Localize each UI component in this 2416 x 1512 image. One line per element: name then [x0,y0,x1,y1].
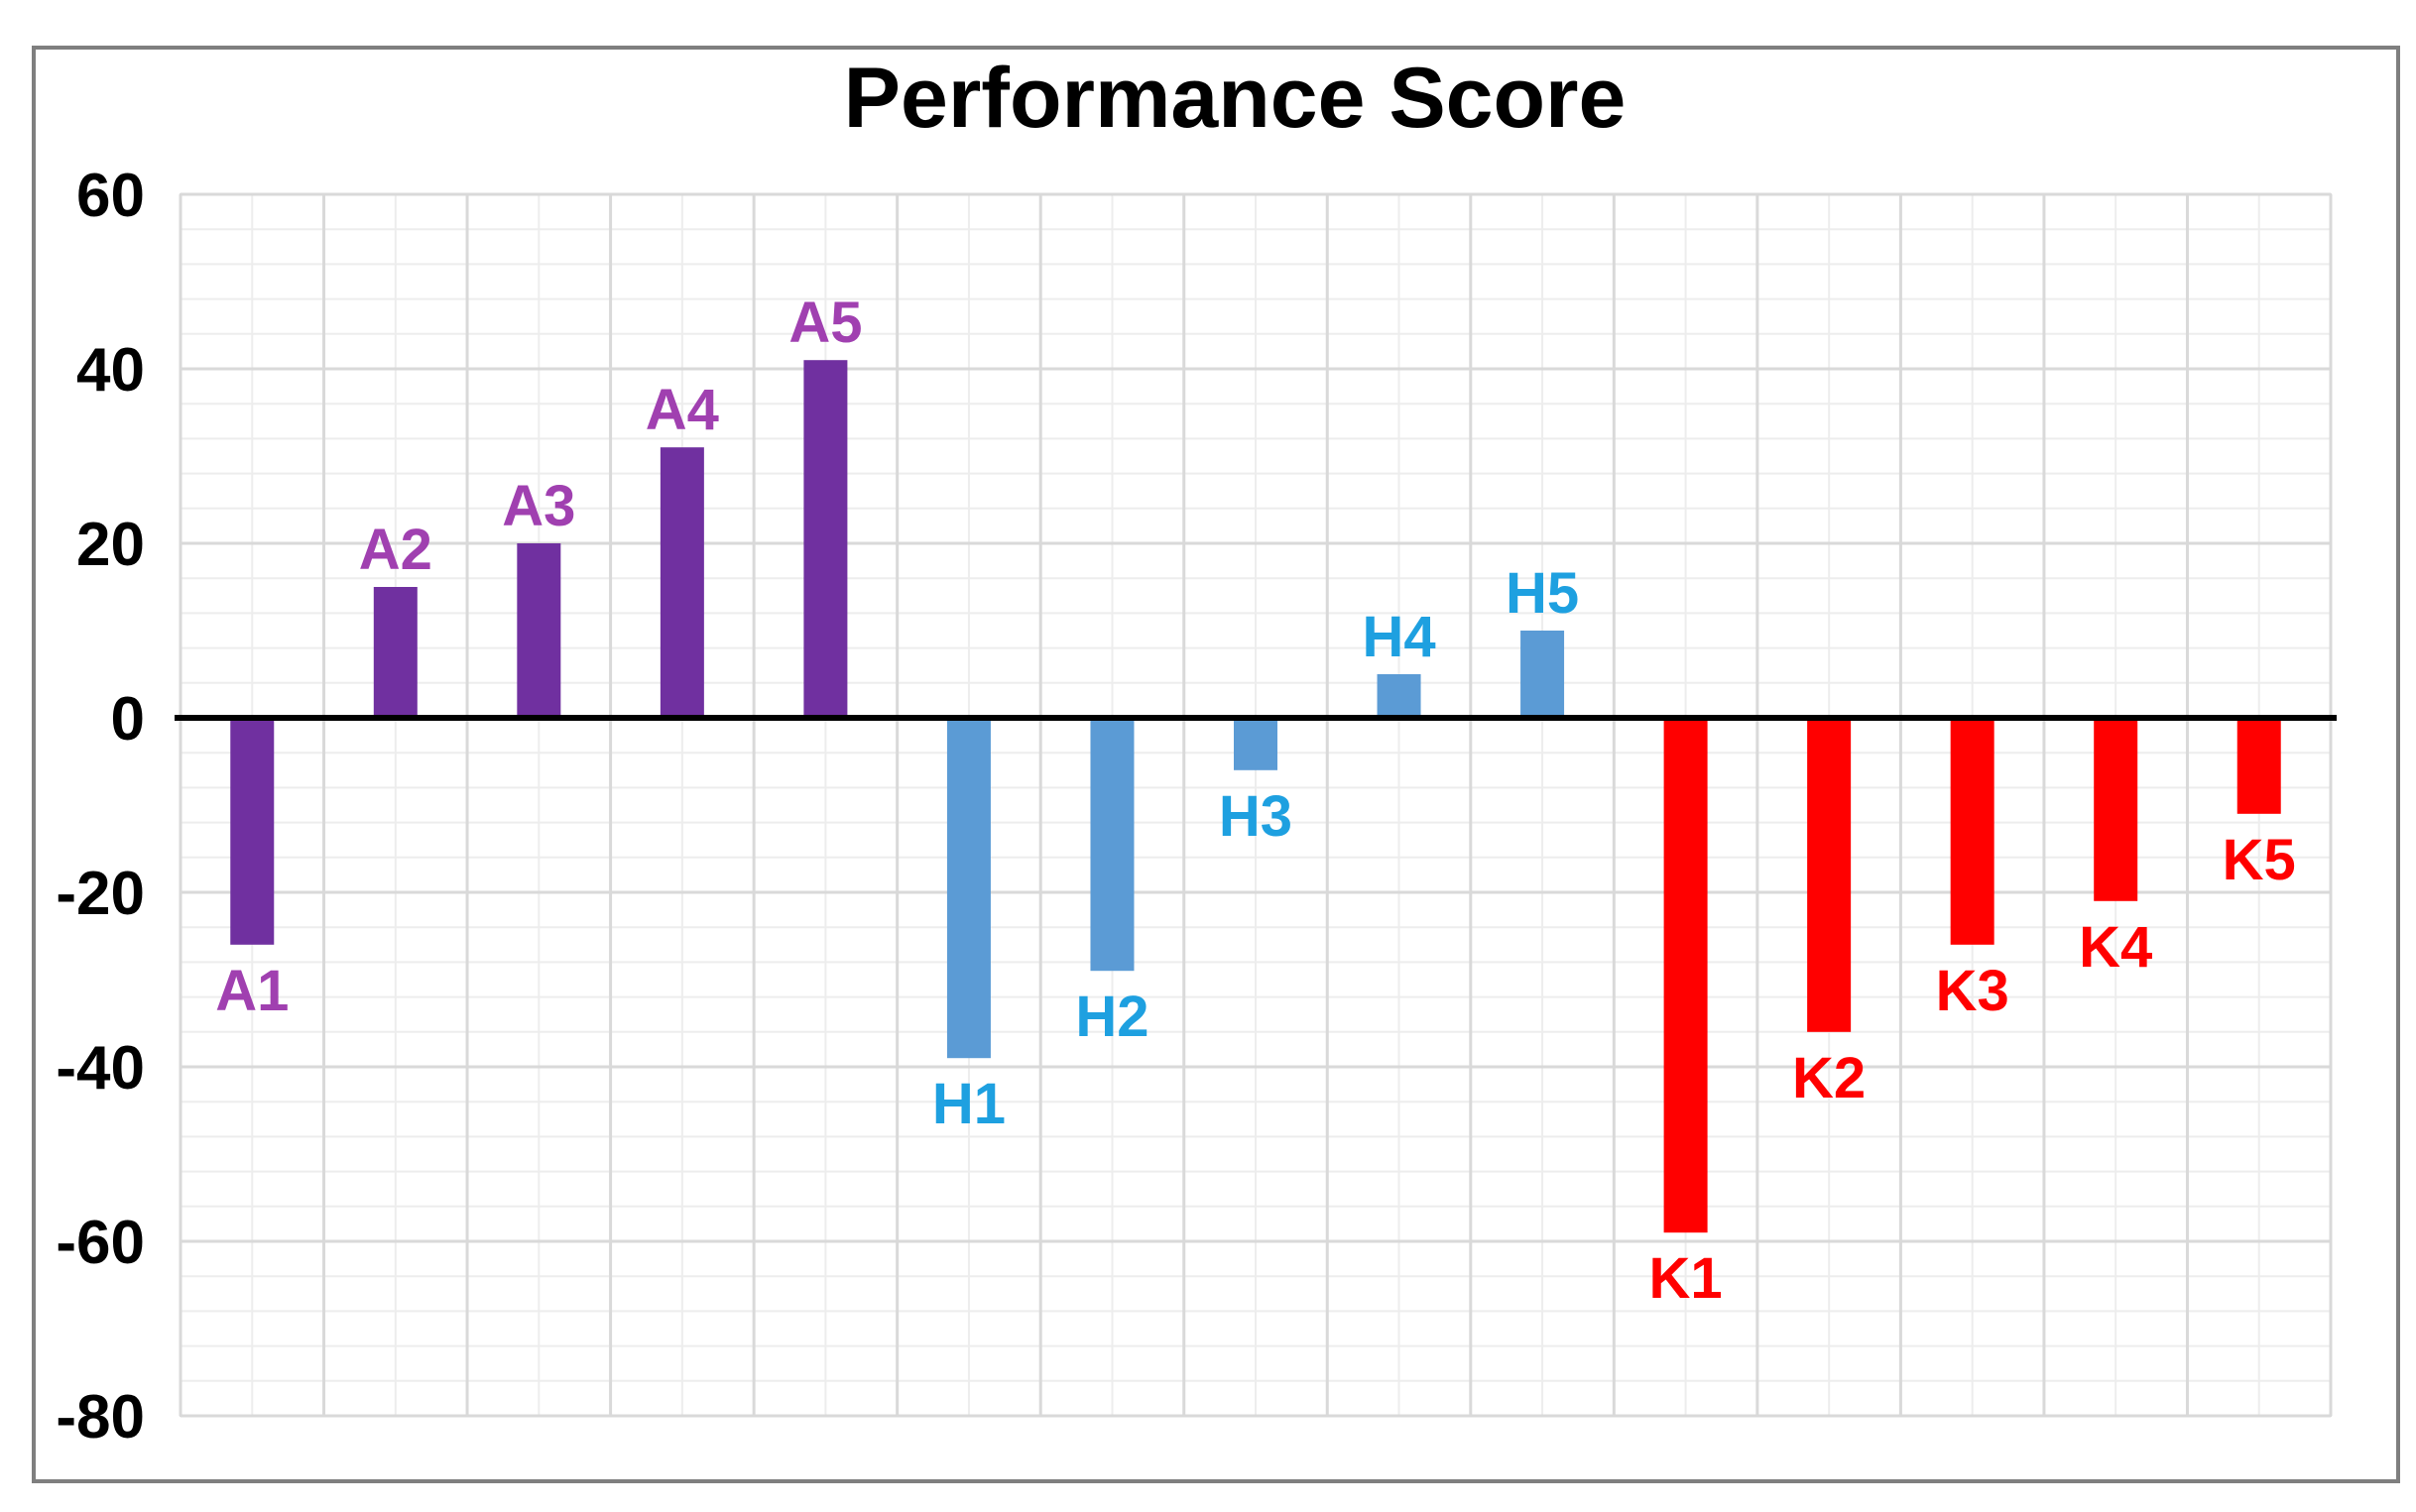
bar-k2 [1807,718,1852,1032]
plot-area: 60 40 20 0 -20 -40 -60 -80 A1 A2 A3 A4 A5 H1 H2 H3 H4 H5 K… [56,162,2337,1452]
bar-label-k3: K3 [1936,959,2009,1023]
y-tick-label: 40 [76,336,145,405]
bar-a3 [517,543,561,718]
bar-label-h2: H2 [1075,985,1148,1049]
bar-h4 [1377,674,1421,718]
bar-label-k5: K5 [2223,828,2296,892]
bar-a2 [373,587,418,718]
y-tick-label: 20 [76,511,145,579]
bar-label-k2: K2 [1792,1046,1866,1110]
chart-title: Performance Score [844,51,1627,146]
bar-a1 [230,718,275,945]
y-tick-label: -20 [56,860,145,928]
bar-k5 [2236,718,2281,814]
bar-h3 [1234,718,1277,770]
bar-k3 [1950,718,1994,945]
y-tick-label: -60 [56,1209,145,1277]
bar-label-h3: H3 [1219,784,1292,849]
bar-label-k1: K1 [1649,1246,1723,1311]
bar-label-a5: A5 [788,291,862,355]
bar-label-h5: H5 [1506,561,1579,626]
bar-label-k4: K4 [2079,915,2152,980]
y-tick-label: -40 [56,1034,145,1103]
bar-h2 [1090,718,1135,972]
bar-label-a2: A2 [359,518,432,582]
bar-a5 [803,360,848,718]
bar-label-h4: H4 [1362,605,1435,669]
bar-label-a3: A3 [502,474,575,538]
bar-a4 [660,447,704,718]
bar-label-h1: H1 [932,1072,1006,1136]
bar-label-a4: A4 [646,378,719,442]
bar-k1 [1663,718,1708,1233]
y-tick-label: 60 [76,162,145,230]
bar-label-a1: A1 [215,959,289,1023]
y-tick-label: -80 [56,1383,145,1452]
bar-h1 [946,718,991,1059]
bar-k4 [2094,718,2138,901]
bar-h5 [1520,631,1565,718]
y-tick-label: 0 [111,685,145,754]
